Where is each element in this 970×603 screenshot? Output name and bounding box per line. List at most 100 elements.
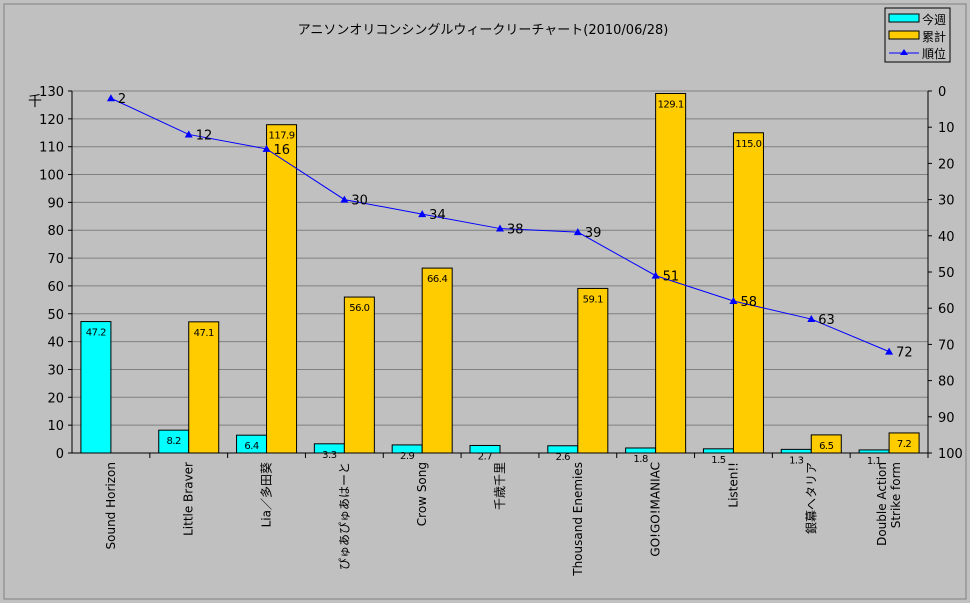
y-tick-label: 30	[47, 363, 64, 378]
y-tick-label: 40	[47, 336, 64, 351]
data-label: 1.1	[867, 456, 882, 467]
bar-this-week	[702, 448, 734, 454]
x-tick-label: GO!GO!MANIAC	[649, 462, 663, 557]
bar-cumulative	[421, 267, 453, 454]
y2-tick-label: 50	[938, 266, 955, 281]
rank-label: 72	[896, 346, 913, 361]
bar-cumulative	[343, 296, 375, 454]
data-label: 1.3	[789, 455, 804, 466]
rank-marker	[807, 315, 816, 323]
y2-tick-label: 40	[938, 230, 955, 245]
data-label: 7.2	[897, 439, 912, 450]
legend-label: 今週	[922, 12, 946, 27]
rank-label: 16	[274, 143, 291, 158]
y2-tick-label: 30	[938, 194, 955, 209]
bar-cumulative	[810, 434, 842, 454]
bar-this-week	[780, 448, 812, 454]
legend-swatch	[888, 30, 920, 40]
y2-tick-label: 20	[938, 157, 955, 172]
data-label: 115.0	[735, 139, 761, 150]
rank-marker	[573, 228, 582, 236]
rank-label: 51	[663, 270, 680, 285]
data-label: 2.6	[556, 452, 571, 463]
x-tick-label: Sound Horizon	[104, 462, 118, 549]
y2-tick-label: 70	[938, 338, 955, 353]
y-tick-label: 10	[47, 419, 64, 434]
data-label: 2.7	[478, 451, 493, 462]
data-label: 66.4	[427, 274, 447, 285]
rank-label: 30	[351, 194, 368, 209]
bar-cumulative	[266, 124, 298, 454]
rank-marker	[340, 195, 349, 203]
y2-tick-label: 10	[938, 121, 955, 136]
data-label: 129.1	[658, 100, 684, 111]
rank-label: 12	[196, 128, 213, 143]
y-tick-label: 110	[39, 141, 64, 156]
y2-tick-label: 60	[938, 302, 955, 317]
bar-this-week	[625, 447, 657, 454]
rank-marker	[106, 94, 115, 102]
rank-marker	[885, 347, 894, 355]
rank-marker	[262, 144, 271, 152]
rank-marker	[651, 271, 660, 279]
bar-this-week	[80, 321, 112, 454]
x-tick-label: Crow Song	[415, 462, 429, 526]
rank-marker	[418, 210, 427, 218]
y2-tick-label: 80	[938, 375, 955, 390]
bar-this-week	[858, 449, 890, 454]
data-label: 3.3	[322, 450, 337, 461]
y-tick-label: 120	[39, 113, 64, 128]
y-axis-label: 千	[28, 94, 42, 110]
x-tick-label: ぴゅあぴゅあはーと	[337, 462, 351, 570]
data-label: 59.1	[583, 294, 603, 305]
rank-label: 2	[118, 92, 126, 107]
y2-tick-label: 100	[938, 447, 963, 462]
y-tick-label: 0	[56, 447, 64, 462]
data-label: 47.2	[86, 328, 106, 339]
rank-label: 58	[740, 295, 757, 310]
x-tick-label: Little Braver	[182, 462, 196, 536]
y-tick-label: 20	[47, 391, 64, 406]
x-tick-label: Lia／多田葵	[260, 462, 274, 527]
y-tick-label: 70	[47, 252, 64, 267]
x-tick-label: Thousand Enemies	[571, 462, 585, 577]
bar-this-week	[469, 444, 501, 454]
rank-label: 38	[507, 223, 524, 238]
rank-marker	[496, 224, 504, 232]
legend-label: 累計	[922, 29, 946, 44]
data-label: 1.5	[711, 455, 726, 466]
legend-swatch	[888, 13, 920, 23]
y-tick-label: 80	[47, 224, 64, 239]
plot-area: 0 10 20 30 40 50 60 70 80 90 100 110 120 130 0 10 20 30 40…	[39, 85, 963, 577]
rank-label: 39	[585, 226, 602, 241]
data-label: 2.9	[400, 451, 415, 462]
data-label: 117.9	[268, 131, 294, 142]
bar-cumulative	[655, 93, 687, 454]
rank-marker	[729, 296, 738, 304]
data-label: 8.2	[167, 436, 182, 447]
y-tick-label: 90	[47, 196, 64, 211]
x-tick-label: 千歳千里	[493, 462, 507, 510]
x-tick-label: Listen!!	[726, 462, 740, 508]
x-tick-label: Double ActionStrike form	[875, 462, 903, 546]
rank-marker	[184, 130, 193, 138]
y-tick-label: 60	[47, 280, 64, 295]
data-label: 47.1	[194, 328, 214, 339]
data-label: 6.4	[244, 441, 259, 452]
bar-cumulative	[577, 287, 609, 454]
bar-cumulative	[732, 132, 764, 454]
chart-title: アニソンオリコンシングルウィークリーチャート(2010/06/28)	[298, 23, 669, 38]
data-label: 6.5	[819, 441, 834, 452]
x-tick-label: 銀幕へタリア	[804, 462, 818, 534]
legend-label: 順位	[922, 46, 946, 61]
data-label: 56.0	[349, 303, 369, 314]
y-tick-label: 50	[47, 308, 64, 323]
bar-cumulative	[888, 432, 920, 454]
rank-label: 34	[429, 208, 446, 223]
legend-marker	[900, 49, 908, 55]
bar-cumulative	[188, 321, 220, 454]
y-tick-label: 100	[39, 169, 64, 184]
y-tick-label: 130	[39, 85, 64, 100]
